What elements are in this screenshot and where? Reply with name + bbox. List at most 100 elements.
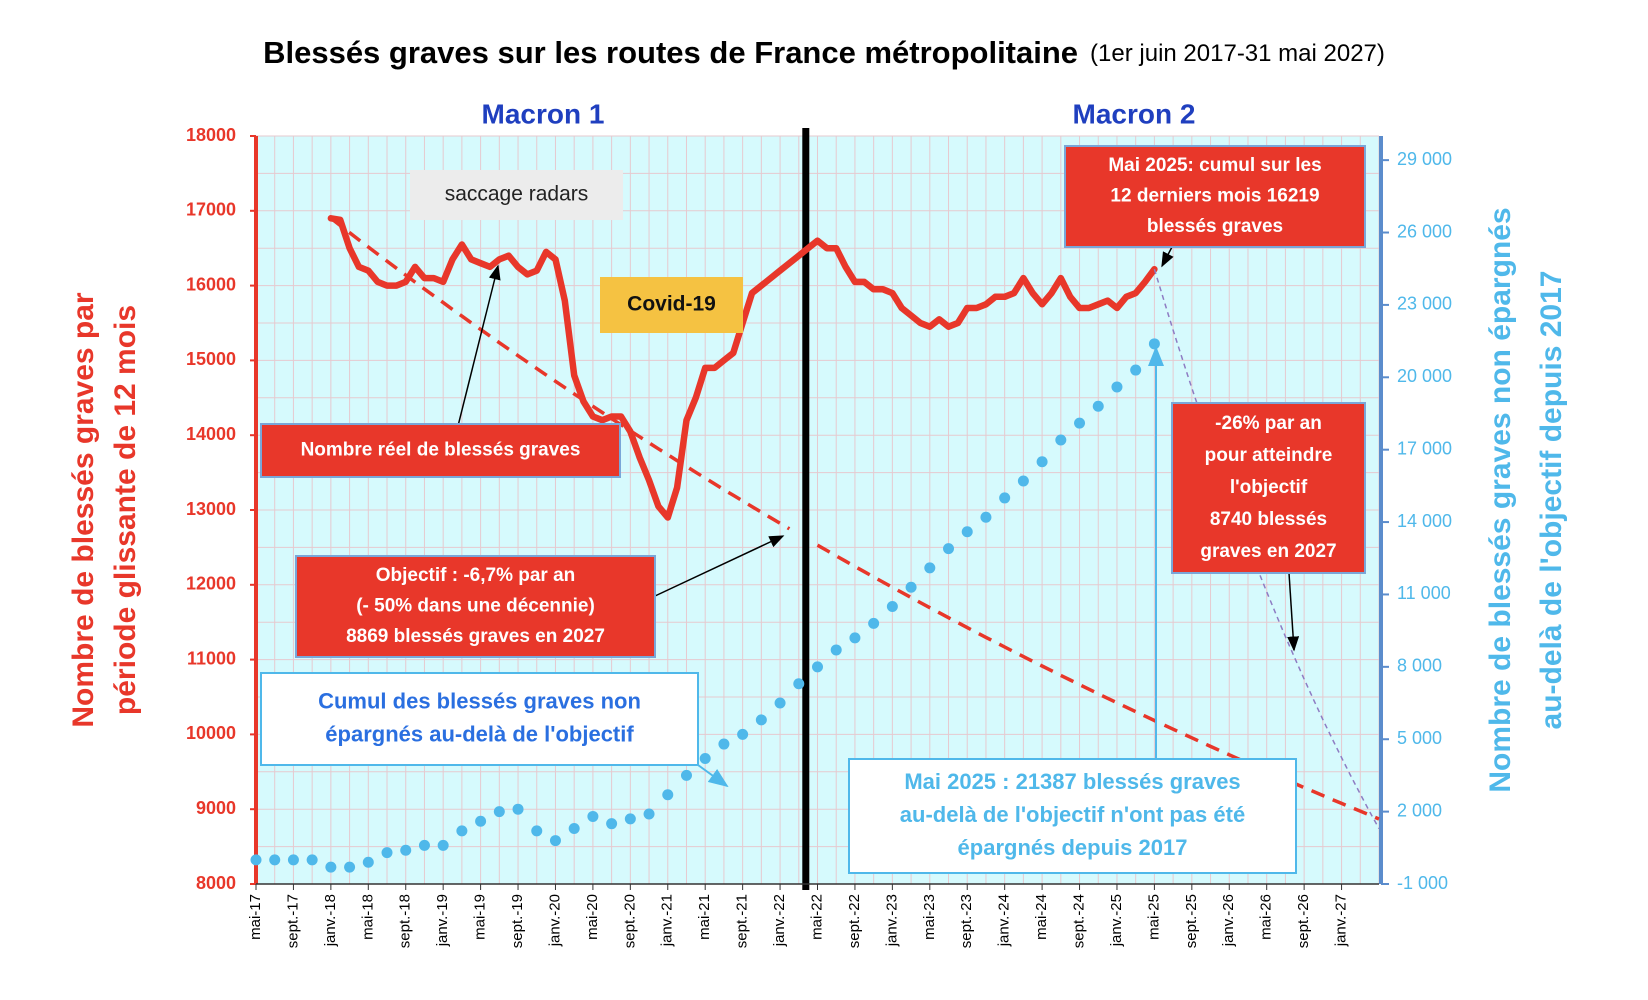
arrow [457,264,501,427]
dot [830,644,842,656]
annotation-text: blessés graves [1147,216,1283,237]
series-line [329,216,1380,821]
dot [1111,381,1123,393]
x-tick-label: sept.-21 [734,894,751,948]
dot [718,738,730,750]
dot [1055,434,1067,446]
annotation-box [848,758,1297,874]
annotation-box [260,672,699,766]
dot [774,697,786,709]
annotation-text: 8740 blessés [1210,509,1327,530]
dot [418,839,430,851]
dot [886,601,898,613]
y2-axis-title: au-delà de l'objectif depuis 2017 [1535,271,1568,730]
x-tick-label: sept.-22 [846,894,863,948]
y2-tick-label: 11 000 [1397,583,1451,603]
dot [868,617,880,629]
x-tick-label: mai-20 [584,894,601,940]
x-tick-label: sept.-23 [958,894,975,948]
dot [250,854,262,866]
arrow [697,764,729,788]
x-tick-label: sept.-26 [1295,894,1312,948]
annotation-text: (- 50% dans une décennie) [356,596,595,617]
y2-tick-label: -1 000 [1397,873,1448,893]
x-tick-label: mai-21 [696,894,713,940]
y2-tick-label: 14 000 [1397,511,1452,531]
dot [606,818,618,830]
subtitle: (1er juin 2017-31 mai 2027) [1090,40,1385,67]
dot [924,562,936,574]
dot [381,847,393,859]
annotation-box [1171,402,1366,574]
y-tick-label: 12000 [186,574,236,594]
x-tick-label: mai-19 [472,894,489,940]
dot [531,825,543,837]
annotation-text: l'objectif [1230,477,1308,498]
y-tick-label: 14000 [186,424,236,444]
arrow [654,535,785,597]
annotation-box [410,170,623,220]
dot [269,854,281,866]
dot [512,803,524,815]
dot [699,753,711,765]
dot [568,823,580,835]
dot [1130,364,1142,376]
dot [793,678,805,690]
annotation-box [295,555,656,658]
dot [943,543,955,555]
period-label: Macron 2 [1073,98,1196,129]
y-tick-label: 16000 [186,274,236,294]
annotation-text: pour atteindre [1205,445,1333,466]
dot [493,806,505,818]
dot [905,581,917,593]
x-tick-label: janv.-23 [883,894,900,947]
dot [680,769,692,781]
annotation-text: graves en 2027 [1200,541,1336,562]
dot [437,839,449,851]
y2-tick-label: 8 000 [1397,656,1442,676]
y-tick-label: 10000 [186,723,236,743]
dot [755,714,767,726]
y2-axis-title: Nombre de blessés graves non épargnés [1484,207,1517,792]
dot [849,632,861,644]
x-tick-label: mai-22 [808,894,825,940]
dot [643,808,655,820]
arrow [1287,572,1300,652]
x-tick-label: sept.-19 [509,894,526,948]
x-tick-label: mai-17 [247,894,264,940]
y-tick-label: 15000 [186,349,236,369]
dot [344,861,356,873]
series-line [1153,268,1380,829]
period-label: Macron 1 [482,98,605,129]
x-tick-label: sept.-20 [621,894,638,948]
annotation-text: Covid-19 [627,293,716,316]
dot [1092,400,1104,412]
dot [737,728,749,740]
x-tick-label: mai-24 [1033,894,1050,940]
annotation-text: Mai 2025 : 21387 blessés graves [904,769,1240,794]
x-tick-label: sept.-18 [397,894,414,948]
y-tick-label: 18000 [186,125,236,145]
x-tick-label: janv.-22 [771,894,788,947]
dot [325,861,337,873]
annotation-text: Nombre réel de blessés graves [301,440,581,461]
annotation-text: 8869 blessés graves en 2027 [346,626,605,647]
annotation-text: 12 derniers mois 16219 [1110,186,1319,207]
y2-tick-label: 29 000 [1397,149,1452,169]
dot [1017,475,1029,487]
y2-tick-label: 17 000 [1397,438,1452,458]
y-tick-label: 11000 [187,648,236,668]
x-tick-label: janv.-21 [659,894,676,947]
x-tick-label: mai-26 [1258,894,1275,940]
y-axis-title: Nombre de blessés graves par [67,292,100,728]
dot [1036,456,1048,468]
y-tick-label: 17000 [186,200,236,220]
annotation-text: Mai 2025: cumul sur les [1108,155,1321,176]
x-tick-label: janv.-19 [434,894,451,947]
dot [587,810,599,822]
y2-tick-label: 5 000 [1397,728,1442,748]
dot [306,854,318,866]
dot [980,511,992,523]
x-tick-label: sept.-25 [1183,894,1200,948]
